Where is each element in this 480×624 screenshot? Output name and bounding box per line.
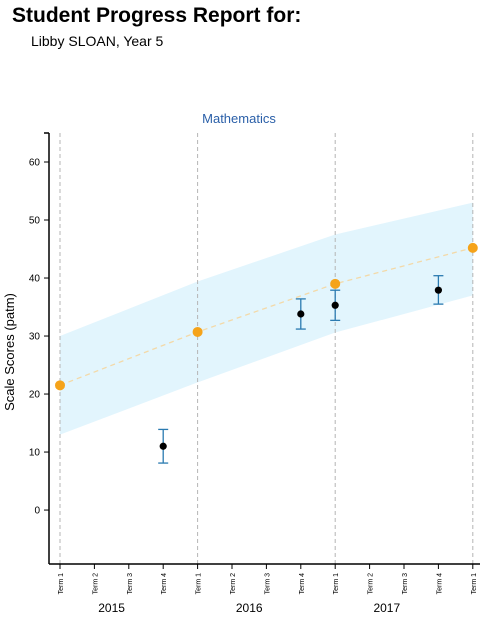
y-tick-label: 50: [29, 216, 41, 227]
y-tick-label: 10: [29, 448, 41, 459]
student-score-point: [159, 442, 167, 450]
expected-score-point: [192, 326, 203, 337]
x-tick-label: Term 3: [127, 573, 134, 595]
x-tick-label: Term 4: [161, 573, 168, 595]
expected-range-band: [60, 202, 473, 435]
student-score-point: [297, 310, 305, 318]
year-label: 2017: [373, 601, 400, 615]
y-tick-label: 20: [29, 390, 41, 401]
x-tick-label: Term 1: [58, 573, 65, 595]
y-tick-label: 0: [34, 506, 40, 517]
expected-score-point: [330, 278, 341, 289]
x-tick-label: Term 2: [230, 573, 237, 595]
student-score-point: [331, 301, 339, 309]
x-tick-label: Term 1: [333, 573, 340, 595]
y-axis-label: Scale Scores (patm): [2, 293, 17, 411]
x-tick-label: Term 3: [402, 573, 409, 595]
x-tick-label: Term 4: [436, 573, 443, 595]
report-title: Student Progress Report for:: [12, 4, 302, 27]
x-tick-label: Term 1: [196, 573, 203, 595]
student-name: Libby SLOAN, Year 5: [31, 33, 164, 49]
x-tick-label: Term 4: [299, 573, 306, 595]
x-tick-label: Term 3: [264, 573, 271, 595]
year-label: 2015: [98, 601, 125, 615]
expected-score-point: [55, 380, 65, 391]
y-tick-label: 30: [29, 332, 41, 343]
y-tick-label: 60: [29, 158, 41, 169]
x-tick-label: Term 1: [471, 573, 478, 595]
expected-trend-line: [59, 247, 473, 386]
student-score-point: [434, 286, 442, 294]
chart-title: Mathematics: [202, 111, 276, 126]
x-tick-label: Term 2: [368, 573, 375, 595]
y-tick-label: 40: [29, 274, 41, 285]
year-label: 2016: [236, 601, 263, 615]
expected-score-point: [467, 242, 478, 253]
x-tick-label: Term 2: [92, 573, 99, 595]
